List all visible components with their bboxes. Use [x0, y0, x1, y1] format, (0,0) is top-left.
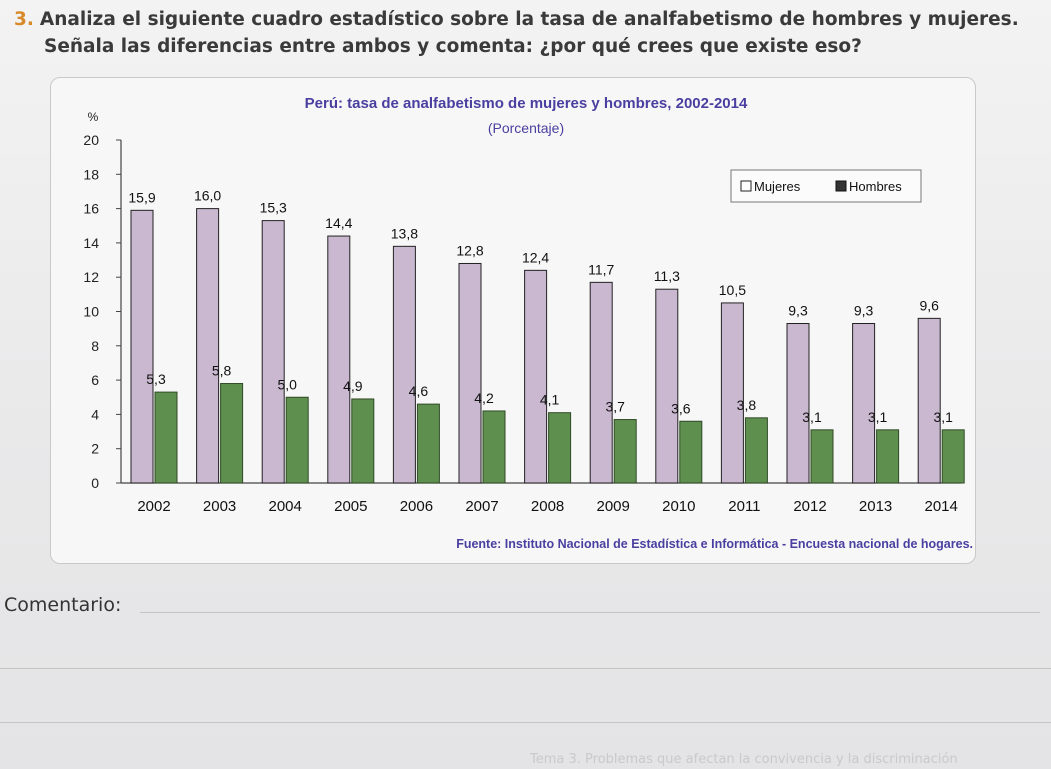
bar-hombres-2004: [285, 396, 309, 484]
bar-hombres-2011: [744, 417, 768, 484]
legend-label-mujeres: Mujeres: [754, 179, 801, 194]
x-tick-label-2004: 2004: [269, 498, 302, 515]
label-mujeres-2002: 15,9: [128, 189, 155, 205]
x-tick-label-2009: 2009: [597, 498, 630, 515]
bar-hombres-2006: [416, 403, 440, 484]
label-hombres-2005: 4,9: [343, 378, 363, 394]
bar-mujeres-2010: [655, 288, 679, 484]
label-mujeres-2007: 12,8: [456, 242, 483, 258]
y-tick-label: 8: [91, 338, 99, 354]
answer-line-1[interactable]: [140, 612, 1040, 613]
bar-hombres-2014: [941, 429, 965, 484]
label-hombres-2009: 3,7: [605, 399, 625, 415]
footer-text: Tema 3. Problemas que afectan la convive…: [530, 752, 958, 767]
chart-source: Fuente: Instituto Nacional de Estadístic…: [456, 537, 973, 551]
bar-hombres-2013: [876, 429, 900, 484]
bar-mujeres-2007: [458, 262, 482, 484]
question-line-1: Analiza el siguiente cuadro estadístico …: [39, 9, 1019, 30]
label-mujeres-2005: 14,4: [325, 215, 352, 231]
bar-mujeres-2004: [261, 220, 285, 484]
label-mujeres-2006: 13,8: [391, 225, 418, 241]
bar-mujeres-2013: [852, 323, 876, 484]
legend-swatch-mujeres: [740, 180, 752, 192]
y-tick-label: 10: [83, 304, 99, 320]
label-mujeres-2009: 11,7: [588, 261, 614, 277]
bar-hombres-2009: [613, 419, 637, 484]
bar-hombres-2002: [154, 391, 178, 484]
label-hombres-2012: 3,1: [802, 409, 822, 425]
label-mujeres-2004: 15,3: [260, 200, 287, 216]
bar-mujeres-2006: [392, 245, 416, 484]
label-mujeres-2014: 9,6: [919, 297, 939, 313]
y-tick-label: 20: [83, 132, 99, 148]
y-tick-label: 14: [83, 235, 99, 251]
label-mujeres-2011: 10,5: [719, 282, 746, 298]
comment-label: Comentario:: [4, 594, 122, 616]
bar-mujeres-2002: [130, 209, 154, 484]
label-hombres-2013: 3,1: [868, 409, 888, 425]
label-mujeres-2008: 12,4: [522, 249, 549, 265]
label-hombres-2006: 4,6: [409, 383, 429, 399]
bar-mujeres-2009: [589, 281, 613, 484]
label-hombres-2011: 3,8: [737, 397, 757, 413]
bar-mujeres-2008: [524, 269, 548, 484]
y-tick-label: 4: [91, 406, 99, 422]
x-tick-label-2012: 2012: [793, 498, 826, 515]
label-mujeres-2012: 9,3: [788, 303, 808, 319]
legend-swatch-hombres: [835, 180, 847, 192]
bar-hombres-2007: [482, 410, 506, 484]
label-mujeres-2010: 11,3: [654, 268, 680, 284]
label-mujeres-2003: 16,0: [194, 188, 221, 204]
y-tick-label: 2: [91, 441, 99, 457]
bar-hombres-2010: [679, 420, 703, 484]
chart-card: Perú: tasa de analfabetismo de mujeres y…: [50, 77, 976, 564]
label-hombres-2008: 4,1: [540, 392, 560, 408]
x-tick-label-2003: 2003: [203, 498, 236, 515]
bar-mujeres-2012: [786, 323, 810, 484]
x-tick-label-2013: 2013: [859, 498, 892, 515]
chart-subtitle: (Porcentaje): [488, 120, 564, 136]
label-hombres-2002: 5,3: [146, 371, 166, 387]
answer-line-3[interactable]: [0, 722, 1051, 723]
bar-mujeres-2003: [196, 208, 220, 484]
label-hombres-2003: 5,8: [212, 363, 232, 379]
question-line-2: Señala las diferencias entre ambos y com…: [44, 36, 862, 57]
label-hombres-2014: 3,1: [933, 409, 953, 425]
legend-box: [730, 169, 922, 203]
label-hombres-2007: 4,2: [474, 390, 494, 406]
y-tick-label: 16: [83, 201, 99, 217]
chart-title: Perú: tasa de analfabetismo de mujeres y…: [305, 95, 748, 112]
question-number: 3.: [14, 9, 34, 30]
bar-mujeres-2005: [327, 235, 351, 484]
y-tick-label: 18: [83, 166, 99, 182]
y-axis-unit: %: [88, 110, 99, 124]
x-tick-label-2006: 2006: [400, 498, 433, 515]
question-text: 3. Analiza el siguiente cuadro estadístic…: [14, 6, 1034, 60]
y-tick-label: 0: [91, 475, 99, 491]
x-tick-label-2007: 2007: [465, 498, 498, 515]
y-tick-label: 12: [83, 269, 99, 285]
bar-hombres-2003: [220, 383, 244, 484]
y-tick-label: 6: [91, 372, 99, 388]
x-tick-label-2008: 2008: [531, 498, 564, 515]
answer-line-2[interactable]: [0, 668, 1051, 669]
bar-mujeres-2011: [720, 302, 744, 484]
label-hombres-2004: 5,0: [277, 376, 297, 392]
bar-chart: Perú: tasa de analfabetismo de mujeres y…: [83, 95, 973, 551]
legend-label-hombres: Hombres: [849, 179, 902, 194]
x-tick-label-2011: 2011: [728, 498, 760, 515]
label-hombres-2010: 3,6: [671, 400, 691, 416]
bar-hombres-2008: [548, 412, 572, 484]
bar-hombres-2005: [351, 398, 375, 484]
x-tick-label-2002: 2002: [137, 498, 170, 515]
label-mujeres-2013: 9,3: [854, 303, 874, 319]
bar-hombres-2012: [810, 429, 834, 484]
x-tick-label-2010: 2010: [662, 498, 695, 515]
x-tick-label-2005: 2005: [334, 498, 367, 515]
bar-mujeres-2014: [917, 317, 941, 484]
x-tick-label-2014: 2014: [925, 498, 958, 515]
